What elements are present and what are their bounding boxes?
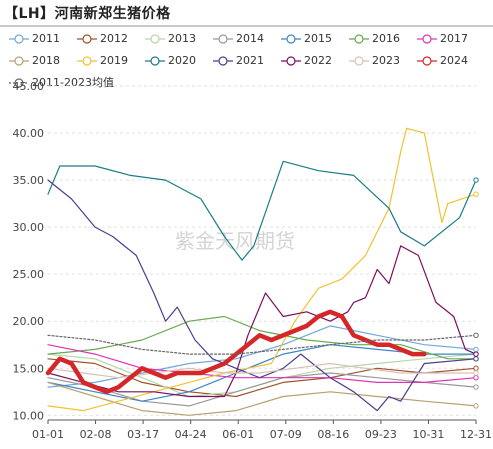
y-tick-label: 10.00 [13, 409, 45, 422]
y-tick-label: 20.00 [13, 315, 45, 328]
series-line-2012 [47, 358, 477, 398]
legend-swatch [349, 34, 369, 44]
series-line-2019 [47, 127, 477, 412]
y-tick-label: 35.00 [13, 174, 45, 187]
y-tick-label: 30.00 [13, 221, 45, 234]
legend-swatch [213, 34, 233, 44]
legend-swatch [9, 56, 29, 66]
x-tick-label: 03-17 [127, 428, 159, 441]
series-line-2016 [47, 315, 477, 360]
series-end-marker [473, 365, 479, 371]
grid-lines [48, 85, 476, 416]
legend-label: 2020 [168, 54, 196, 67]
x-tick-label: 08-16 [317, 428, 349, 441]
y-tick-label: 45.00 [13, 80, 45, 93]
legend-label: 2017 [440, 32, 468, 45]
y-tick-label: 25.00 [13, 268, 45, 281]
x-tick-label: 07-09 [270, 428, 302, 441]
legend-swatch [417, 56, 437, 66]
series-end-marker [473, 370, 479, 376]
y-axis-ticks: 10.00 15.00 20.00 25.00 30.00 35.00 40.00 45.00 [13, 80, 45, 422]
series-end-marker [473, 384, 479, 390]
legend-swatch [145, 56, 165, 66]
legend-label: 2015 [304, 32, 332, 45]
series-end-marker [473, 356, 479, 362]
legend-label: 2023 [372, 54, 400, 67]
legend-label: 2011-2023均值 [32, 76, 114, 89]
page-title: 【LH】河南新郑生猪价格 [4, 6, 171, 22]
legend-swatch [281, 56, 301, 66]
legend-swatch [77, 56, 97, 66]
series-end-marker [473, 332, 479, 339]
legend-label: 2019 [100, 54, 128, 67]
legend-swatch [9, 78, 29, 88]
x-tick-label: 10-31 [412, 428, 444, 441]
legend-label: 2022 [304, 54, 332, 67]
x-axis-ticks: 01-01 02-08 03-17 04-24 06-01 07-09 08-16 09-23… [32, 420, 492, 441]
legend-swatch [145, 34, 165, 44]
legend-swatch [213, 56, 233, 66]
legend-label: 2024 [440, 54, 468, 67]
series-end-marker [473, 351, 479, 357]
x-tick-label: 12-31 [460, 428, 492, 441]
chart-legend: 2011 2012 2013 2014 2015 2016 2017 2018 2019 2020… [0, 32, 493, 92]
series-lines [45, 127, 479, 416]
series-end-marker [473, 177, 479, 183]
series-line-2024 [45, 309, 427, 395]
title-divider [0, 25, 493, 27]
series-end-marker [473, 374, 479, 381]
legend-swatch [77, 34, 97, 44]
series-line-2011-2023均值 [47, 334, 477, 355]
series-end-marker [473, 403, 479, 409]
legend-swatch [281, 34, 301, 44]
y-tick-label: 40.00 [13, 127, 45, 140]
legend-swatch [9, 34, 29, 44]
series-line-2022 [47, 245, 477, 398]
series-line-2014 [47, 372, 477, 407]
series-end-marker [473, 346, 479, 353]
legend-label: 2018 [32, 54, 60, 67]
watermark: 紫金天风期货 [175, 229, 295, 253]
series-line-2020 [47, 160, 477, 261]
legend-label: 2016 [372, 32, 400, 45]
x-tick-label: 06-01 [222, 428, 254, 441]
x-tick-label: 01-01 [32, 428, 64, 441]
x-tick-label: 09-23 [365, 428, 397, 441]
y-tick-label: 15.00 [13, 362, 45, 375]
legend-label: 2013 [168, 32, 196, 45]
legend-label: 2011 [32, 32, 60, 45]
legend-label: 2021 [236, 54, 264, 67]
x-tick-label: 04-24 [175, 428, 207, 441]
legend-label: 2014 [236, 32, 264, 45]
legend-label: 2012 [100, 32, 128, 45]
series-line-2023 [47, 362, 477, 379]
series-line-2018 [47, 381, 477, 416]
series-line-2021 [47, 179, 477, 412]
series-end-marker [473, 191, 479, 197]
x-tick-label: 02-08 [80, 428, 112, 441]
legend-swatch [349, 56, 369, 66]
legend-swatch [417, 34, 437, 44]
